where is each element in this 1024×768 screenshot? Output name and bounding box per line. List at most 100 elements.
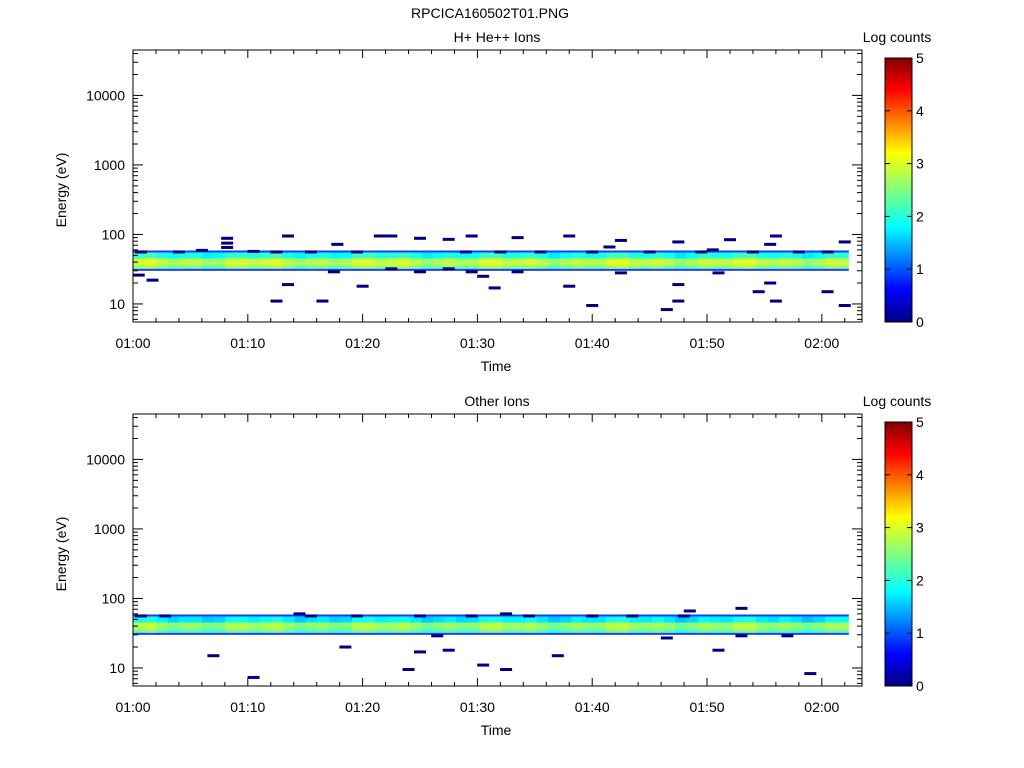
spectrogram-cell: [652, 622, 665, 630]
spectrogram-cell: [456, 622, 469, 630]
spectrogram-cell: [779, 614, 792, 617]
spectrogram-cell: [179, 265, 192, 269]
spectrogram-cell: [698, 622, 711, 630]
sparse-cell: [442, 237, 455, 241]
spectrogram-cell: [202, 622, 215, 630]
spectrogram-cell: [213, 252, 226, 259]
spectrogram-cell: [525, 629, 538, 633]
spectrogram-cell: [294, 250, 307, 253]
spectrogram-cell: [444, 265, 457, 269]
spectrogram-cell: [663, 632, 676, 635]
spectrogram-cell: [502, 622, 515, 630]
spectrogram-cell: [190, 629, 203, 633]
sparse-cell: [586, 250, 599, 254]
spectrogram-cell: [363, 614, 376, 617]
spectrogram-cell: [548, 252, 561, 259]
spectrogram-cell: [617, 616, 630, 623]
spectrogram-cell: [306, 265, 319, 269]
spectrogram-cell: [340, 632, 353, 635]
spectrogram-cell: [836, 268, 849, 271]
spectrogram-cell: [444, 250, 457, 253]
spectrogram-cell: [271, 614, 284, 617]
sparse-cell: [838, 240, 851, 244]
sparse-cell: [792, 250, 805, 254]
spectrogram-cell: [686, 629, 699, 633]
spectrogram-cell: [629, 265, 642, 269]
spectrogram-cell: [225, 258, 238, 266]
sparse-cell: [643, 250, 656, 254]
spectrogram-cell: [779, 250, 792, 253]
spectrogram-cell: [213, 622, 226, 630]
spectrogram-cell: [559, 250, 572, 253]
spectrogram-cell: [571, 629, 584, 633]
spectrogram-cell: [271, 258, 284, 266]
sparse-cell: [660, 636, 673, 640]
spectrogram-cell: [225, 252, 238, 259]
spectrogram-cell: [767, 268, 780, 271]
x-axis-label: Time: [481, 358, 512, 374]
spectrogram-cell: [663, 252, 676, 259]
spectrogram-cell: [686, 258, 699, 266]
spectrogram-cell: [802, 629, 815, 633]
spectrogram-cell: [375, 616, 388, 623]
plot-frame: [132, 49, 863, 323]
spectrogram-cell: [836, 629, 849, 633]
spectrogram-cell: [548, 268, 561, 271]
spectrogram-cell: [686, 622, 699, 630]
spectrogram-cell: [836, 616, 849, 623]
spectrogram-cell: [317, 252, 330, 259]
spectrogram-cell: [236, 632, 249, 635]
spectrogram-cell: [479, 616, 492, 623]
spectrogram-cell: [294, 616, 307, 623]
spectrogram-cell: [432, 258, 446, 266]
spectrogram-cell: [525, 258, 538, 266]
spectrogram-cell: [790, 614, 803, 617]
spectrogram-cell: [479, 632, 492, 635]
spectrogram-cell: [386, 252, 399, 259]
sparse-cell: [350, 614, 363, 618]
spectrogram-cell: [317, 632, 330, 635]
spectrogram-cell: [767, 614, 780, 617]
spectrogram-cell: [594, 268, 607, 271]
spectrogram-cell: [732, 258, 745, 266]
spectrogram-cell: [594, 258, 607, 266]
sparse-cell: [221, 245, 234, 249]
spectrogram-cell: [190, 252, 203, 259]
spectrogram-cell: [144, 632, 157, 635]
colorbar-tick-label: 3: [916, 520, 924, 536]
spectrogram-cell: [617, 265, 630, 269]
spectrogram-cell: [640, 616, 653, 623]
spectrogram-cell: [513, 265, 526, 269]
spectrogram-cell: [167, 258, 180, 266]
spectrogram-cell: [352, 268, 365, 271]
x-tick-label: 01:00: [115, 335, 150, 351]
spectrogram-cell: [352, 622, 365, 630]
spectrogram-cell: [306, 629, 319, 633]
spectrogram-cell: [675, 622, 688, 630]
spectrogram-cell: [236, 268, 249, 271]
sparse-cell: [477, 663, 490, 667]
spectrogram-cell: [548, 629, 561, 633]
spectrogram-cell: [352, 258, 365, 266]
spectrogram-cell: [825, 614, 838, 617]
spectrogram-cell: [686, 250, 699, 253]
spectrogram-cell: [709, 616, 722, 623]
spectrogram-cell: [640, 252, 653, 259]
spectrogram-cell: [813, 268, 826, 271]
spectrogram-cell: [282, 632, 296, 635]
spectrogram-cell: [444, 632, 457, 635]
spectrogram-cell: [663, 268, 676, 271]
spectrogram-cell: [432, 252, 446, 259]
spectrogram-cell: [571, 616, 584, 623]
spectrogram-cell: [329, 632, 342, 635]
spectrogram-cell: [213, 268, 226, 271]
sparse-cell: [769, 234, 782, 238]
spectrogram-cell: [133, 258, 146, 266]
spectrogram-cell: [156, 632, 169, 635]
colorbar-tick-label: 4: [916, 467, 924, 483]
spectrogram-cell: [698, 616, 711, 623]
spectrogram-cell: [709, 252, 722, 259]
sparse-cell: [683, 609, 696, 613]
spectrogram-cell: [559, 258, 572, 266]
spectrogram-cell: [398, 250, 411, 253]
